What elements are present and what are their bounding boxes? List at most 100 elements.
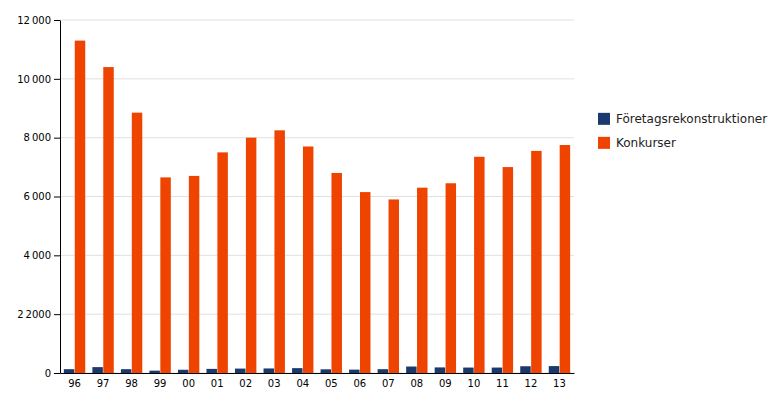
y-tick-mark <box>54 255 60 256</box>
x-tick-label: 99 <box>154 378 167 389</box>
legend: Företagsrekonstruktioner Konkurser <box>598 112 767 150</box>
y-tick-label: 8 000 <box>24 132 51 143</box>
bar <box>217 152 227 373</box>
y-tick-label: 2 2000 <box>17 309 51 320</box>
bar <box>549 366 559 373</box>
x-tick-label: 96 <box>68 378 81 389</box>
y-axis-line <box>60 21 61 374</box>
bar <box>531 151 541 373</box>
bar <box>520 366 530 373</box>
x-tick: 05 <box>325 378 338 389</box>
x-tick: 03 <box>268 378 281 389</box>
bar <box>292 368 302 373</box>
x-tick: 10 <box>468 378 481 389</box>
x-tick: 01 <box>211 378 224 389</box>
x-tick-label: 01 <box>211 378 224 389</box>
x-tick: 07 <box>382 378 395 389</box>
y-tick-mark <box>54 197 60 198</box>
bar <box>178 370 188 373</box>
y-tick-mark <box>54 20 60 21</box>
y-tick-label: 6 000 <box>24 191 51 202</box>
legend-item: Företagsrekonstruktioner <box>598 112 767 126</box>
y-axis: 0 2 2000 4 000 6 000 8 000 10 000 12 000 <box>17 15 60 379</box>
y-tick: 2 2000 <box>17 309 60 320</box>
bar <box>417 188 427 373</box>
grid-line <box>60 20 574 21</box>
x-tick: 99 <box>154 378 167 389</box>
bar <box>103 67 113 373</box>
bar <box>378 369 388 373</box>
x-tick: 09 <box>439 378 452 389</box>
bar <box>206 369 216 373</box>
bar <box>503 167 513 373</box>
bar <box>75 41 85 373</box>
x-tick-label: 08 <box>410 378 423 389</box>
bar <box>389 199 399 373</box>
x-tick-label: 09 <box>439 378 452 389</box>
bar <box>121 369 131 373</box>
x-tick-label: 00 <box>182 378 195 389</box>
bar <box>189 176 199 373</box>
bar <box>474 157 484 373</box>
x-tick: 04 <box>296 378 309 389</box>
x-tick-label: 07 <box>382 378 395 389</box>
y-tick: 12 000 <box>17 15 60 26</box>
bar <box>92 367 102 373</box>
bar <box>235 369 245 373</box>
bar <box>149 371 159 373</box>
x-tick-label: 04 <box>296 378 309 389</box>
x-tick-label: 11 <box>496 378 509 389</box>
y-tick-label: 10 000 <box>17 74 51 85</box>
y-tick: 6 000 <box>24 191 60 202</box>
chart: 96979899000102030405060708091011121302 2… <box>0 0 784 405</box>
bar <box>463 368 473 373</box>
bar <box>303 146 313 373</box>
x-tick-label: 03 <box>268 378 281 389</box>
x-tick: 12 <box>525 378 538 389</box>
bar <box>132 113 142 373</box>
x-tick-label: 97 <box>97 378 110 389</box>
bar <box>264 368 274 373</box>
grid-line <box>60 78 574 79</box>
y-tick: 10 000 <box>17 74 60 85</box>
y-tick-label: 4 000 <box>24 250 51 261</box>
x-tick: 96 <box>68 378 81 389</box>
legend-item: Konkurser <box>598 136 676 150</box>
bar <box>274 130 284 373</box>
x-tick-label: 98 <box>125 378 138 389</box>
y-tick-label: 0 <box>45 368 51 379</box>
x-axis: 969798990001020304050607080910111213 <box>61 374 575 390</box>
x-tick-label: 12 <box>525 378 538 389</box>
bar <box>349 370 359 373</box>
bar <box>492 368 502 373</box>
x-tick: 98 <box>125 378 138 389</box>
x-tick-label: 05 <box>325 378 338 389</box>
x-tick: 00 <box>182 378 195 389</box>
y-tick: 4 000 <box>24 250 60 261</box>
y-tick-mark <box>54 314 60 315</box>
legend-swatch <box>598 113 610 125</box>
y-tick-mark <box>54 79 60 80</box>
x-tick-label: 13 <box>553 378 566 389</box>
y-tick-label: 12 000 <box>17 15 51 26</box>
plot: 96979899000102030405060708091011121302 2… <box>17 15 574 389</box>
x-tick: 11 <box>496 378 509 389</box>
bar <box>321 369 331 373</box>
legend-label: Konkurser <box>616 136 676 150</box>
x-tick: 97 <box>97 378 110 389</box>
y-tick: 8 000 <box>24 132 60 143</box>
y-tick: 0 <box>45 368 60 379</box>
x-tick: 08 <box>410 378 423 389</box>
bar <box>560 145 570 373</box>
legend-label: Företagsrekonstruktioner <box>616 112 767 126</box>
grid <box>60 20 574 373</box>
bar <box>435 367 445 373</box>
bar <box>160 177 170 373</box>
x-axis-line <box>61 373 575 374</box>
x-tick: 13 <box>553 378 566 389</box>
bar <box>64 369 74 373</box>
bar <box>446 183 456 373</box>
legend-swatch <box>598 137 610 149</box>
x-tick-label: 02 <box>239 378 252 389</box>
bar-series <box>75 41 570 373</box>
